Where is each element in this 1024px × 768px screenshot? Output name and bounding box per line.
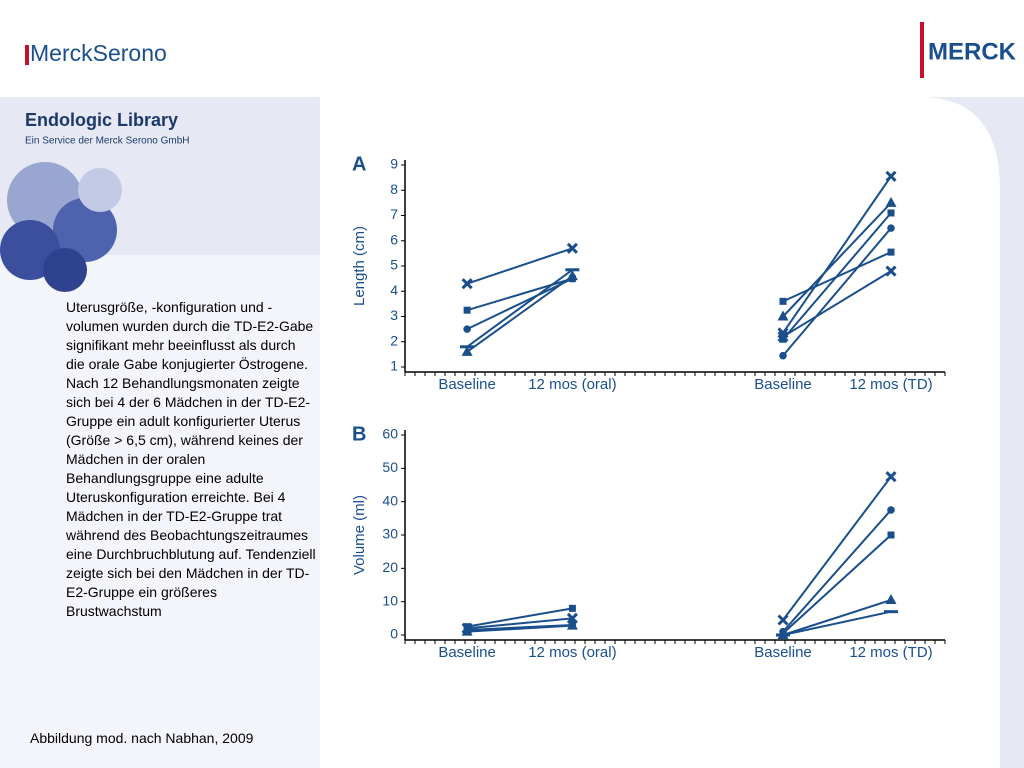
marker: [779, 335, 787, 343]
y-tick-label: 20: [382, 559, 398, 575]
y-tick-label: 1: [390, 358, 398, 374]
y-tick-label: 60: [382, 426, 398, 442]
marker: [887, 248, 895, 256]
marker: [566, 612, 578, 624]
marker: [885, 196, 897, 207]
series-line: [782, 227, 892, 357]
series-line: [782, 175, 892, 334]
x-tick-label: 12 mos (oral): [528, 644, 616, 661]
y-tick-label: 0: [390, 626, 398, 642]
y-tick-label: 7: [390, 206, 398, 222]
marker: [566, 242, 578, 254]
series-line: [782, 251, 892, 303]
marker: [566, 270, 578, 281]
series-line: [782, 610, 892, 636]
y-tick-label: 40: [382, 492, 398, 508]
series-line: [782, 476, 892, 621]
marker: [461, 345, 473, 356]
series-line: [466, 277, 573, 312]
body-text: Uterusgröße, -konfiguration und -volumen…: [66, 299, 316, 619]
series-line: [782, 599, 892, 636]
series-line: [782, 270, 892, 338]
x-tick-label: 12 mos (TD): [849, 376, 932, 393]
series-line: [782, 509, 892, 633]
y-axis-label: Volume (ml): [351, 495, 368, 575]
marker: [463, 306, 471, 314]
x-tick-label: Baseline: [754, 644, 812, 661]
x-tick-label: Baseline: [438, 644, 496, 661]
marker: [566, 619, 578, 630]
marker: [777, 614, 789, 626]
series-line: [466, 277, 573, 331]
marker: [777, 331, 789, 343]
marker: [887, 209, 895, 217]
marker: [461, 625, 473, 636]
marker: [779, 297, 787, 305]
marker: [568, 604, 576, 612]
marker: [887, 224, 895, 232]
y-tick-label: 9: [390, 156, 398, 172]
marker: [777, 310, 789, 321]
y-tick-label: 2: [390, 332, 398, 348]
y-tick-label: 6: [390, 231, 398, 247]
x-tick-label: Baseline: [754, 376, 812, 393]
y-tick-label: 3: [390, 307, 398, 323]
y-tick-label: 8: [390, 181, 398, 197]
marker: [887, 506, 895, 514]
logo: MerckSerono: [30, 40, 167, 66]
x-tick-label: 12 mos (oral): [528, 376, 616, 393]
y-tick-label: 10: [382, 592, 398, 608]
marker: [885, 265, 897, 277]
marker: [885, 170, 897, 182]
series-line: [782, 202, 892, 318]
series-line: [466, 607, 573, 628]
marker: [463, 325, 471, 333]
panel-label: B: [352, 423, 366, 445]
marker: [565, 268, 580, 272]
marker: [885, 471, 897, 483]
series-line: [467, 624, 573, 633]
caption: Abbildung mod. nach Nabhan, 2009: [30, 730, 254, 746]
marker: [885, 594, 897, 604]
molecule: [0, 162, 122, 292]
marker: [776, 633, 790, 637]
series-line: [782, 534, 892, 635]
y-axis-label: Length (cm): [351, 226, 368, 306]
y-tick-label: 5: [390, 257, 398, 273]
x-tick-label: 12 mos (TD): [849, 644, 932, 661]
marker: [887, 531, 895, 539]
x-tick-label: Baseline: [438, 376, 496, 393]
marker: [884, 610, 898, 614]
series-line: [466, 275, 573, 353]
logo-bar: [920, 22, 924, 78]
series-line: [466, 268, 573, 348]
series-line: [467, 617, 573, 630]
left-fade: [0, 255, 320, 768]
logo-bar: [25, 45, 29, 65]
y-tick-label: 50: [382, 459, 398, 475]
marker: [779, 351, 787, 360]
subtitle: Ein Service der Merck Serono GmbH: [25, 136, 190, 147]
panel-label: A: [352, 153, 366, 175]
y-tick-label: 30: [382, 526, 398, 542]
y-tick-label: 4: [390, 282, 398, 298]
logo: MERCK: [928, 38, 1017, 65]
title: Endologic Library: [25, 110, 178, 130]
marker: [461, 278, 473, 290]
series-line: [466, 247, 573, 285]
